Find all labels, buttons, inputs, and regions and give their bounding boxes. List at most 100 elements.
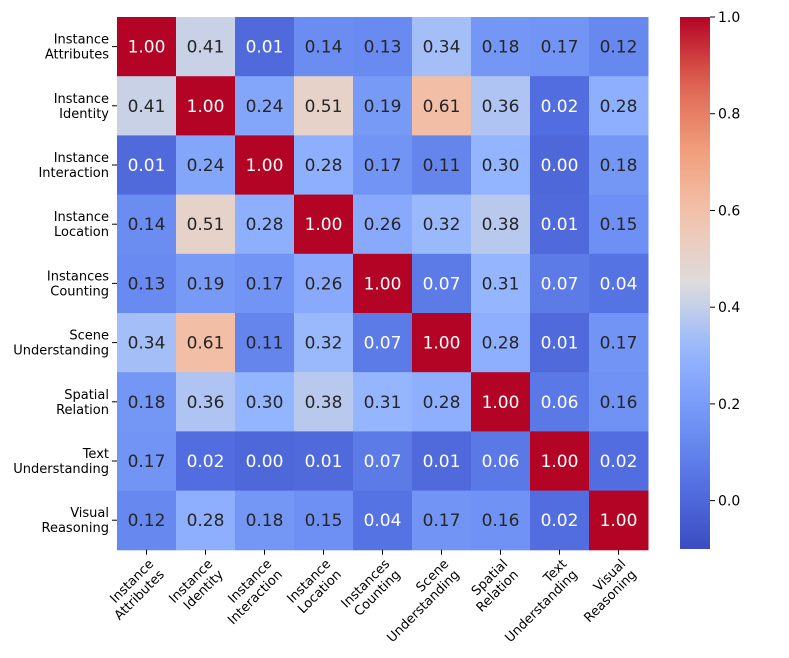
cell-r1-c4	[353, 76, 413, 136]
cell-label-r5-c3: 0.32	[305, 334, 343, 354]
y-tick-label-instance-attributes: Instance Attributes	[45, 33, 109, 63]
x-tick-label-instance-attributes: InstanceAttributes	[101, 557, 168, 624]
cell-label-r0-c4: 0.13	[364, 38, 402, 58]
cell-r5-c8	[589, 313, 649, 373]
cell-r4-c7	[530, 253, 590, 314]
cell-r4-c5	[412, 253, 472, 314]
cell-r4-c0	[117, 253, 177, 314]
cell-label-r1-c5: 0.61	[423, 97, 461, 117]
x-tick-label-instance-identity: InstanceIdentity	[166, 557, 227, 618]
cell-r5-c7	[530, 313, 590, 373]
cell-label-r3-c4: 0.26	[364, 215, 402, 235]
cell-r5-c6	[471, 313, 531, 373]
cell-r7-c3	[294, 431, 354, 492]
cell-r2-c0	[117, 135, 177, 196]
cell-r7-c7	[530, 431, 590, 492]
cell-r2-c1	[176, 135, 236, 196]
cell-label-r7-c7: 1.00	[541, 452, 579, 472]
cell-label-r8-c6: 0.16	[482, 511, 520, 531]
cell-r3-c7	[530, 194, 590, 255]
cell-label-r6-c7: 0.06	[541, 393, 579, 413]
y-tick-label-instance-location: Instance Location	[54, 210, 109, 240]
cell-r5-c1	[176, 313, 236, 373]
y-tick-label-instance-identity: Instance Identity	[54, 92, 110, 122]
heatmap-cells	[117, 17, 649, 551]
cell-label-r4-c4: 1.00	[364, 274, 402, 294]
cell-label-r5-c0: 0.34	[128, 334, 166, 354]
cell-label-r4-c5: 0.07	[423, 274, 461, 294]
cell-label-r8-c0: 0.12	[128, 511, 166, 531]
cell-r1-c8	[589, 76, 649, 136]
cell-r3-c5	[412, 194, 472, 255]
cell-label-r1-c4: 0.19	[364, 97, 402, 117]
cell-label-r2-c1: 0.24	[187, 156, 225, 176]
cell-label-r1-c1: 1.00	[187, 97, 225, 117]
cell-label-r5-c5: 1.00	[423, 334, 461, 354]
cell-label-r8-c5: 0.17	[423, 511, 461, 531]
cell-r0-c8	[589, 17, 649, 77]
cell-r6-c6	[471, 372, 531, 432]
cell-r1-c3	[294, 76, 354, 136]
cell-label-r0-c8: 0.12	[600, 38, 638, 58]
cell-r1-c7	[530, 76, 590, 136]
cell-r2-c2	[235, 135, 295, 196]
cell-label-r6-c1: 0.36	[187, 393, 225, 413]
cell-r5-c4	[353, 313, 413, 373]
cell-label-r0-c5: 0.34	[423, 38, 461, 58]
cell-r2-c7	[530, 135, 590, 196]
colorbar-tick-label-5: 1.0	[718, 10, 740, 26]
cell-r5-c2	[235, 313, 295, 373]
y-tick-label-instances-counting: Instances Counting	[47, 269, 109, 299]
cell-r6-c1	[176, 372, 236, 432]
cell-r6-c0	[117, 372, 177, 432]
cell-label-r4-c1: 0.19	[187, 274, 225, 294]
cell-r1-c2	[235, 76, 295, 136]
cell-r0-c6	[471, 17, 531, 77]
colorbar-gradient	[680, 17, 710, 549]
x-tick-label-instance-interaction: InstanceInteraction	[215, 557, 286, 628]
y-tick-label-instance-interaction: Instance Interaction	[38, 151, 109, 181]
cell-label-r3-c3: 1.00	[305, 215, 343, 235]
colorbar-tick-label-3: 0.6	[718, 203, 740, 219]
x-axis: InstanceAttributesInstanceIdentityInstan…	[101, 549, 640, 646]
cell-label-r2-c0: 0.01	[128, 156, 166, 176]
cell-label-r6-c6: 1.00	[482, 393, 520, 413]
colorbar-tick-label-1: 0.2	[718, 397, 740, 413]
cell-label-r0-c2: 0.01	[246, 38, 284, 58]
cell-label-r3-c2: 0.28	[246, 215, 284, 235]
cell-label-r1-c7: 0.02	[541, 97, 579, 117]
cell-r4-c6	[471, 253, 531, 314]
cell-r8-c2	[235, 490, 295, 551]
cell-r8-c4	[353, 490, 413, 551]
cell-label-r3-c6: 0.38	[482, 215, 520, 235]
cell-r3-c6	[471, 194, 531, 255]
y-axis: Instance Attributes Instance Identity Instan…	[13, 33, 117, 536]
cell-r0-c0	[117, 17, 177, 77]
cell-label-r0-c3: 0.14	[305, 38, 343, 58]
cell-r4-c1	[176, 253, 236, 314]
cell-r8-c3	[294, 490, 354, 551]
cell-label-r6-c0: 0.18	[128, 393, 166, 413]
cell-label-r7-c2: 0.00	[246, 452, 284, 472]
cell-label-r7-c6: 0.06	[482, 452, 520, 472]
cell-label-r2-c5: 0.11	[423, 156, 461, 176]
cell-label-r2-c2: 1.00	[246, 156, 284, 176]
y-tick-label-scene-understanding: Scene Understanding	[13, 329, 109, 359]
cell-label-r7-c1: 0.02	[187, 452, 225, 472]
cell-label-r4-c8: 0.04	[600, 274, 638, 294]
y-tick-label-text-understanding: Text Understanding	[13, 447, 109, 477]
x-tick-label-instance-location: InstanceLocation	[284, 557, 344, 617]
cell-r6-c8	[589, 372, 649, 432]
cell-label-r8-c3: 0.15	[305, 511, 343, 531]
cell-r2-c4	[353, 135, 413, 196]
cell-label-r1-c3: 0.51	[305, 97, 343, 117]
cell-label-r2-c6: 0.30	[482, 156, 520, 176]
cell-label-r8-c4: 0.04	[364, 511, 402, 531]
x-tick-label-visual-reasoning: VisualReasoning	[571, 557, 640, 626]
cell-r6-c4	[353, 372, 413, 432]
cell-r3-c0	[117, 194, 177, 255]
cell-label-r3-c0: 0.14	[128, 215, 166, 235]
cell-r2-c8	[589, 135, 649, 196]
cell-r0-c7	[530, 17, 590, 77]
cell-r5-c3	[294, 313, 354, 373]
